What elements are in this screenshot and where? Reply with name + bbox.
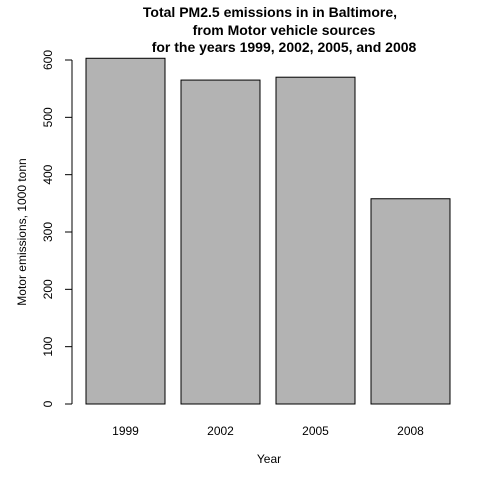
bar-2005 [275, 76, 356, 405]
bar-1999 [85, 57, 166, 405]
chart-title-line-1: Total PM2.5 emissions in in Baltimore, [143, 4, 397, 20]
y-tick-label-200: 200 [41, 279, 55, 299]
y-tick-label-600: 600 [41, 50, 55, 70]
bar-2008 [370, 198, 451, 405]
x-axis-label: Year [257, 452, 281, 466]
y-axis: 0 100 200 300 400 500 600 [41, 50, 73, 407]
chart-title-line-2: from Motor vehicle sources [193, 22, 376, 38]
bars-group [85, 57, 451, 405]
y-tick-label-500: 500 [41, 107, 55, 127]
x-tick-labels: 1999 2002 2005 2008 [112, 424, 424, 438]
y-axis-label: Motor emissions, 1000 tonn [15, 158, 29, 305]
chart-title-line-3: for the years 1999, 2002, 2005, and 2008 [152, 39, 417, 55]
y-tick-label-100: 100 [41, 336, 55, 356]
x-tick-label-2005: 2005 [302, 424, 329, 438]
x-tick-label-1999: 1999 [112, 424, 139, 438]
y-tick-label-400: 400 [41, 164, 55, 184]
x-tick-label-2008: 2008 [397, 424, 424, 438]
y-tick-label-300: 300 [41, 222, 55, 242]
x-tick-label-2002: 2002 [207, 424, 234, 438]
y-tick-label-0: 0 [41, 400, 55, 407]
bar-2002 [180, 79, 261, 405]
